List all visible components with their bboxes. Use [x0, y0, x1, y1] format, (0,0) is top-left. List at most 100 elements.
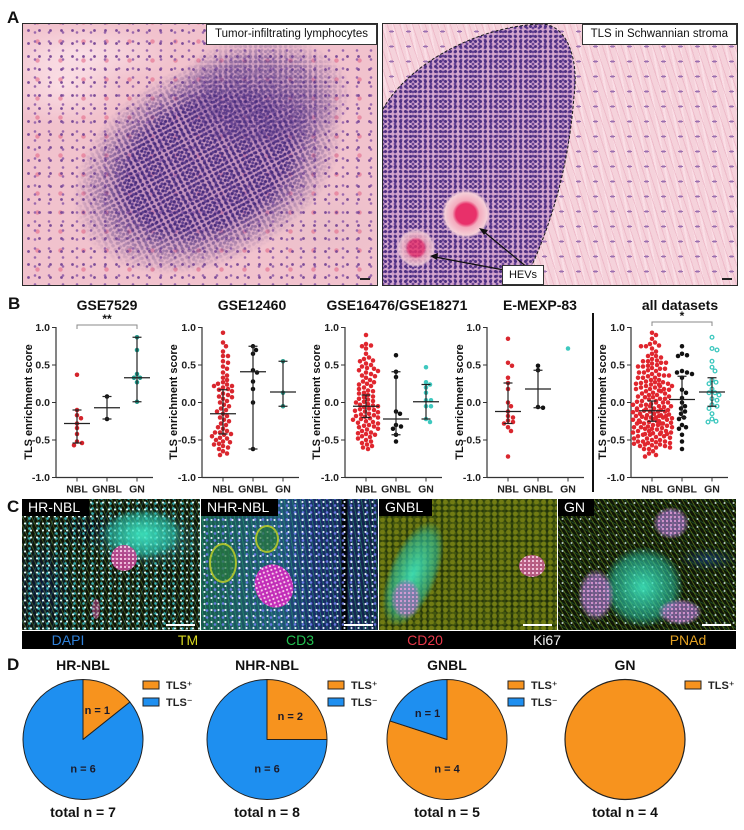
y-tick-label: 1.0 [35, 322, 50, 334]
data-point [662, 396, 668, 401]
data-point [669, 425, 675, 430]
data-point [667, 445, 673, 450]
data-point [642, 426, 648, 431]
legend-swatch [327, 697, 345, 707]
data-point [224, 451, 230, 456]
data-point [370, 389, 376, 394]
data-point [682, 409, 688, 414]
pie-title-gnbl: GNBL [427, 657, 467, 673]
data-point [363, 419, 369, 424]
data-point [705, 419, 711, 425]
image-label: GN [558, 499, 594, 516]
legend-swatch [507, 697, 525, 707]
data-point [661, 373, 667, 378]
x-tick-label: GN [704, 484, 720, 496]
if-image-nhr-nbl: NHR-NBL [201, 499, 378, 630]
x-tick-label: NBL [212, 484, 234, 496]
data-point [634, 407, 640, 413]
pie-slice [82, 679, 131, 740]
data-point [357, 407, 363, 412]
y-tick-label: -1.0 [463, 472, 481, 484]
data-point [641, 370, 647, 375]
data-point [371, 380, 377, 385]
data-point [654, 362, 660, 368]
data-point [645, 363, 651, 368]
x-tick-label: GNBL [523, 484, 553, 496]
tls-dashed-outline [383, 24, 576, 285]
if-image-gnbl: GNBL [379, 499, 557, 630]
data-point [641, 421, 647, 426]
data-point [224, 377, 230, 383]
data-point [657, 366, 663, 371]
data-point [654, 392, 660, 398]
data-point [653, 368, 659, 374]
data-point [637, 443, 643, 449]
data-point [224, 428, 230, 434]
series-nbl [630, 330, 675, 459]
data-point [363, 437, 369, 443]
data-point [71, 443, 77, 448]
data-point [649, 351, 655, 356]
scale-bar [722, 278, 732, 280]
data-point [355, 431, 361, 436]
data-point [683, 390, 689, 395]
series-nbl [209, 330, 236, 458]
y-tick-label: 0.0 [610, 397, 625, 409]
pie-slice [564, 678, 686, 801]
pie-total-nhr-nbl: total n = 8 [234, 804, 300, 820]
data-point [229, 389, 235, 394]
data-point [709, 411, 715, 417]
data-point [505, 375, 511, 380]
nerve-bundle [209, 543, 237, 583]
data-point [675, 353, 681, 359]
data-point [371, 413, 377, 418]
data-point [669, 416, 675, 421]
slice-label: n = 6 [70, 764, 95, 776]
data-point [660, 380, 666, 385]
legend-swatch [684, 680, 702, 690]
data-point [661, 404, 667, 410]
data-point [509, 363, 515, 368]
data-point [639, 391, 645, 396]
legend-cd20: CD20 [407, 632, 443, 648]
hev-annotation-label: HEVs [502, 265, 544, 285]
panel-letter-d: D [7, 655, 20, 674]
data-point [645, 353, 651, 359]
arrow-head-icon [479, 228, 488, 235]
data-point [366, 411, 372, 416]
significance-bracket [76, 324, 138, 329]
y-tick-label: 1.0 [324, 322, 339, 334]
pie-title-gn: GN [614, 657, 636, 673]
data-point [679, 446, 685, 452]
data-point [220, 359, 226, 364]
y-tick-label: -0.5 [321, 435, 339, 447]
y-tick-label: -1.0 [607, 472, 625, 484]
data-point [213, 437, 219, 443]
data-point [363, 375, 369, 380]
data-point [666, 387, 672, 392]
series-gnbl [669, 344, 695, 452]
series-gnbl [383, 353, 409, 444]
data-point [212, 430, 218, 435]
data-point [505, 336, 511, 341]
data-point [372, 374, 378, 379]
image-label: GNBL [379, 499, 433, 516]
data-point [365, 388, 371, 393]
data-point [370, 394, 376, 399]
data-point [668, 404, 674, 409]
y-tick-label: 1.0 [610, 322, 625, 334]
data-point [645, 368, 651, 373]
data-point [668, 420, 674, 425]
y-tick-label: 0.5 [324, 360, 339, 372]
data-point [368, 371, 374, 377]
data-point [709, 416, 715, 422]
panel-letter-c: C [7, 497, 20, 516]
data-point [649, 336, 655, 341]
data-point [369, 443, 375, 449]
image-label: HR-NBL [22, 499, 90, 516]
data-point [368, 383, 374, 389]
data-point [667, 435, 673, 440]
x-tick-label: GN [275, 484, 291, 496]
data-point [652, 380, 658, 385]
pie-chart-nhr-nbl: n = 2 n = 6 TLS⁺ TLS⁻ [206, 679, 378, 800]
